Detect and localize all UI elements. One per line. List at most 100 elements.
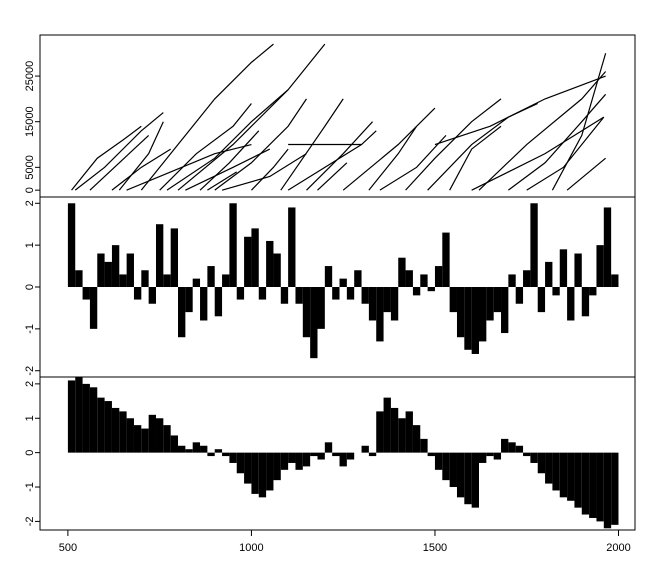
y-tick-label: 25000 (24, 61, 36, 92)
bar (412, 425, 421, 453)
bar (288, 452, 296, 463)
bar (559, 249, 568, 287)
bar (244, 452, 252, 484)
bar (155, 418, 164, 453)
tree-curve (434, 75, 606, 146)
bar (508, 274, 516, 287)
bar (200, 445, 208, 453)
bar (258, 287, 267, 300)
tree-curve (471, 116, 605, 191)
bar (589, 452, 597, 518)
bar (427, 287, 435, 292)
y-tick-label: 0 (24, 450, 36, 456)
bar (82, 383, 90, 453)
bar (420, 438, 428, 453)
bar (295, 287, 303, 304)
panel-frame (39, 34, 636, 198)
bar (229, 452, 237, 463)
bar (317, 452, 325, 460)
tree-curve (427, 102, 538, 191)
bar (567, 452, 575, 501)
bar (273, 253, 281, 287)
y-tick-label: 0 (24, 284, 36, 290)
y-tick-label: -1 (24, 324, 36, 334)
bar (339, 278, 347, 287)
bar (398, 257, 406, 287)
bar (361, 445, 369, 453)
bar (442, 452, 450, 481)
y-tick-label: 5000 (24, 155, 36, 179)
tree-curve (140, 43, 274, 191)
bar (574, 452, 582, 508)
bar (229, 203, 237, 287)
bar (501, 287, 509, 334)
bar (412, 287, 421, 296)
bar (434, 452, 443, 470)
bar (67, 203, 76, 287)
bar (383, 287, 391, 313)
bar (390, 407, 399, 453)
bar (302, 452, 311, 467)
y-tick-label: 0 (24, 187, 36, 193)
x-tick-label: 500 (59, 542, 77, 554)
bar (442, 232, 450, 287)
bar (310, 287, 318, 359)
bar (104, 261, 112, 287)
bar (280, 287, 289, 304)
bar (434, 266, 443, 287)
tree-curve (317, 162, 348, 191)
bar (545, 452, 553, 484)
bar (67, 380, 76, 453)
tree-curve (199, 130, 260, 191)
bar (97, 253, 105, 287)
bar (383, 397, 391, 453)
bar (75, 377, 83, 453)
bar (266, 452, 274, 491)
bar (449, 287, 457, 313)
bar (493, 452, 502, 460)
bar (207, 452, 215, 457)
bar (332, 287, 340, 300)
bar (82, 287, 90, 300)
bar (111, 407, 120, 453)
tree-curve (287, 130, 377, 191)
bar (170, 228, 179, 287)
bar (155, 224, 164, 287)
bar (119, 411, 127, 453)
bar (141, 270, 149, 287)
bar (530, 452, 538, 463)
bar (97, 397, 105, 453)
bar (603, 207, 612, 287)
bar (192, 278, 201, 287)
bar (133, 287, 142, 300)
bar (133, 425, 142, 453)
bar (119, 274, 127, 287)
bar (427, 452, 435, 457)
bar (170, 435, 179, 453)
tree-curve (478, 71, 607, 191)
bar (398, 418, 406, 453)
tree-curve (221, 153, 307, 191)
tree-curve (74, 112, 164, 191)
bar (280, 452, 289, 470)
bar (390, 287, 399, 321)
bar (611, 452, 619, 525)
y-tick-label: -1 (24, 482, 36, 492)
bar (486, 287, 494, 321)
x-tick-label: 1000 (239, 542, 263, 554)
bar (471, 287, 480, 354)
bar (126, 418, 134, 453)
tree-curve (526, 116, 605, 191)
bar (456, 287, 465, 338)
bar (222, 452, 230, 457)
bar (603, 452, 612, 529)
tree-curve (166, 89, 289, 191)
bar (332, 452, 340, 457)
tree-curve (405, 98, 502, 191)
bar (75, 270, 83, 287)
bar (288, 207, 296, 287)
bar (346, 287, 355, 300)
bar (589, 287, 597, 296)
bar (207, 266, 215, 287)
panel-frame (39, 376, 636, 531)
